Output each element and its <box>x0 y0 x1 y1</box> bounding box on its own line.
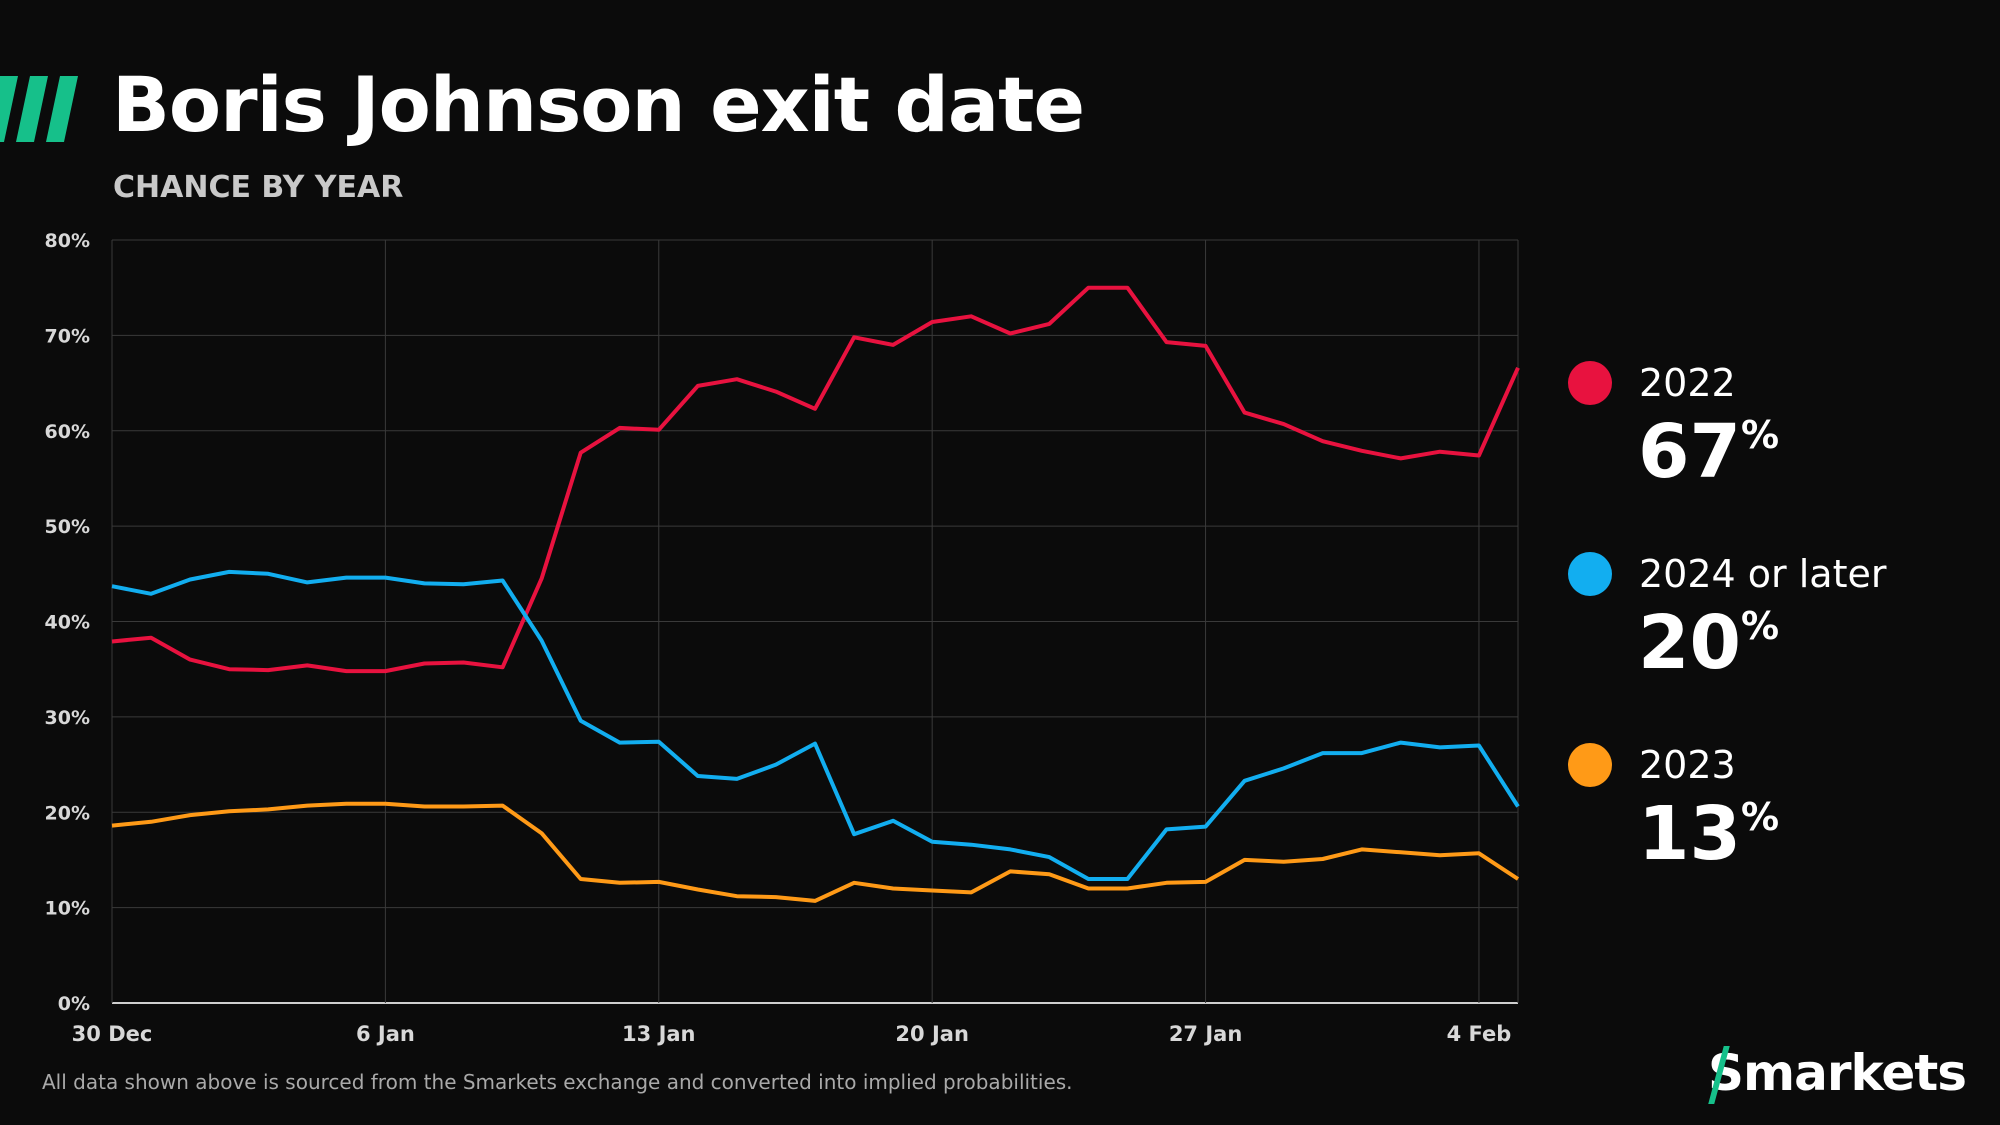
legend-dot-2022 <box>1568 361 1612 405</box>
x-tick-label: 27 Jan <box>1169 1022 1242 1046</box>
chart-subtitle: CHANCE BY YEAR <box>113 170 404 205</box>
x-tick-label: 20 Jan <box>895 1022 968 1046</box>
y-tick-label: 70% <box>45 325 90 347</box>
chart-title: Boris Johnson exit date <box>112 60 1085 149</box>
source-footnote: All data shown above is sourced from the… <box>42 1070 1073 1094</box>
y-tick-label: 80% <box>45 230 90 252</box>
series-line-2024-or-later <box>111 569 1520 881</box>
legend-dot-2024 <box>1568 552 1612 596</box>
y-tick-label: 30% <box>45 707 90 729</box>
series-line-2022 <box>111 285 1520 674</box>
brand-stripes-icon <box>0 76 78 142</box>
y-tick-label: 50% <box>45 516 90 538</box>
x-tick-label: 13 Jan <box>622 1022 695 1046</box>
legend-label: 2022 <box>1639 361 1736 405</box>
x-tick-label: 30 Dec <box>72 1022 153 1046</box>
legend-dot-2023 <box>1568 743 1612 787</box>
y-tick-label: 20% <box>45 802 90 824</box>
legend-value: 13% <box>1638 791 1780 877</box>
y-tick-label: 40% <box>45 612 90 634</box>
legend-label: 2023 <box>1639 743 1736 787</box>
y-tick-label: 0% <box>58 993 90 1015</box>
smarkets-logo: Smarkets <box>1708 1044 1967 1104</box>
x-tick-label: 4 Feb <box>1447 1022 1512 1046</box>
legend-value: 20% <box>1638 600 1780 686</box>
legend-label: 2024 or later <box>1639 552 1887 596</box>
y-tick-label: 60% <box>45 421 90 443</box>
x-tick-label: 6 Jan <box>356 1022 415 1046</box>
legend-value: 67% <box>1638 409 1780 495</box>
y-tick-label: 10% <box>45 898 90 920</box>
series-line-2023 <box>111 801 1520 903</box>
